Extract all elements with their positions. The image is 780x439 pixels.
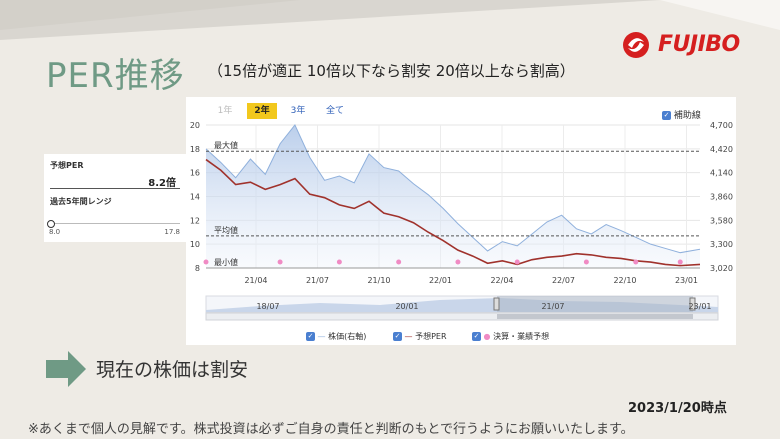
navigator-selection bbox=[497, 296, 693, 312]
legend-per-label: 予想PER bbox=[415, 332, 447, 341]
range-min: 8.0 bbox=[49, 228, 61, 236]
reference-line-label: 平均値 bbox=[214, 225, 238, 235]
earnings-dot bbox=[396, 259, 402, 265]
legend-price[interactable]: ✓ — 株価(右軸) bbox=[306, 331, 366, 342]
price-area bbox=[205, 124, 701, 268]
y-right-tick-label: 4,420 bbox=[710, 145, 733, 154]
per-label: 予想PER bbox=[50, 161, 84, 170]
earnings-markers bbox=[203, 259, 683, 265]
earnings-dot bbox=[336, 259, 342, 265]
x-tick-label: 21/04 bbox=[244, 276, 267, 285]
price-area-fill bbox=[206, 125, 700, 268]
legend-earnings[interactable]: ✓ ● 決算・業績予想 bbox=[472, 331, 549, 342]
x-tick-label: 22/07 bbox=[552, 276, 575, 285]
navigator[interactable]: 18/07 20/01 21/07 23/01 bbox=[205, 295, 719, 321]
tab-1y[interactable]: 1年 bbox=[217, 106, 233, 116]
page-title: PER推移 bbox=[46, 56, 185, 96]
per-line-path bbox=[205, 158, 701, 267]
y-left-tick-label: 18 bbox=[190, 145, 200, 154]
x-tick-label: 22/04 bbox=[490, 276, 513, 285]
checkbox-icon: ✓ bbox=[662, 111, 671, 120]
navigator-tick-label: 20/01 bbox=[395, 302, 418, 311]
per-summary-panel: 予想PER 8.2倍 過去5年間レンジ 8.0 17.8 bbox=[44, 154, 186, 242]
per-value: 8.2倍 bbox=[148, 178, 176, 189]
reference-line-label: 最小値 bbox=[214, 257, 238, 267]
range-marker bbox=[47, 220, 55, 228]
earnings-dot bbox=[583, 259, 589, 265]
y-left-tick-label: 14 bbox=[190, 193, 200, 202]
reference-line-label: 最大値 bbox=[214, 140, 238, 150]
legend-dot-icon: ● bbox=[483, 332, 491, 341]
earnings-dot bbox=[455, 259, 461, 265]
helper-line-toggle[interactable]: ✓ 補助線 bbox=[662, 108, 701, 121]
navigator-tick-label: 18/07 bbox=[256, 302, 279, 311]
y-right-tick-label: 3,300 bbox=[710, 240, 733, 249]
y-right-tick-label: 3,860 bbox=[710, 193, 733, 202]
earnings-dot bbox=[677, 259, 683, 265]
tab-all[interactable]: 全て bbox=[325, 106, 344, 116]
x-tick-label: 21/07 bbox=[306, 276, 329, 285]
legend-line-icon: — bbox=[317, 332, 326, 341]
navigator-tick-label: 21/07 bbox=[541, 302, 564, 311]
y-left-tick-label: 10 bbox=[190, 240, 200, 249]
legend-earnings-label: 決算・業績予想 bbox=[493, 332, 550, 341]
tab-2y[interactable]: 2年 bbox=[247, 103, 277, 119]
y-left-tick-label: 16 bbox=[190, 169, 200, 178]
y-right-tick-label: 4,140 bbox=[710, 169, 733, 178]
checkbox-icon: ✓ bbox=[393, 332, 402, 341]
checkbox-icon: ✓ bbox=[472, 332, 481, 341]
tab-3y[interactable]: 3年 bbox=[290, 106, 306, 116]
page-subtitle: （15倍が適正 10倍以下なら割安 20倍以上なら割高） bbox=[208, 62, 575, 80]
current-status-text: 現在の株価は割安 bbox=[96, 359, 249, 381]
navigator-scrollbar bbox=[205, 312, 719, 321]
y-right-tick-label: 4,700 bbox=[710, 121, 733, 130]
earnings-dot bbox=[514, 259, 520, 265]
checkbox-icon: ✓ bbox=[306, 332, 315, 341]
price-line bbox=[205, 124, 701, 254]
x-tick-label: 22/10 bbox=[613, 276, 636, 285]
per-underline bbox=[50, 188, 180, 189]
x-tick-label: 22/01 bbox=[429, 276, 452, 285]
as-of-date: 2023/1/20時点 bbox=[628, 401, 727, 416]
navigator-tick-label: 23/01 bbox=[688, 302, 711, 311]
legend-per[interactable]: ✓ — 予想PER bbox=[393, 331, 447, 342]
y-right-tick-label: 3,020 bbox=[710, 264, 733, 273]
range-track bbox=[50, 223, 180, 224]
navigator-handle-right bbox=[689, 297, 696, 311]
earnings-dot bbox=[633, 259, 639, 265]
earnings-dot bbox=[277, 259, 283, 265]
navigator-scroll-thumb bbox=[497, 314, 693, 319]
y-right-tick-label: 3,580 bbox=[710, 216, 733, 225]
earnings-dot bbox=[203, 259, 209, 265]
navigator-handle-left bbox=[493, 297, 500, 311]
logo-text: FUJIBO bbox=[658, 32, 740, 57]
per-line bbox=[205, 158, 701, 267]
y-left-tick-label: 12 bbox=[190, 216, 200, 225]
y-left-tick-label: 20 bbox=[190, 121, 200, 130]
legend-line-icon: — bbox=[404, 332, 413, 341]
axes: 8 10 12 14 16 18 20 3,020 3,300 3,580 3,860 4,140 4,… bbox=[190, 121, 733, 285]
y-left-tick-label: 8 bbox=[195, 264, 200, 273]
helper-line-label: 補助線 bbox=[673, 111, 701, 121]
range-max: 17.8 bbox=[164, 228, 180, 236]
disclaimer-text: ※あくまで個人の見解です。株式投資は必ずご自身の責任と判断のもとで行うようにお願… bbox=[28, 422, 634, 437]
x-tick-label: 21/10 bbox=[367, 276, 390, 285]
range-label: 過去5年間レンジ bbox=[50, 197, 112, 206]
x-tick-label: 23/01 bbox=[675, 276, 698, 285]
legend-price-label: 株価(右軸) bbox=[328, 332, 367, 341]
right-arrow-icon bbox=[46, 351, 86, 387]
